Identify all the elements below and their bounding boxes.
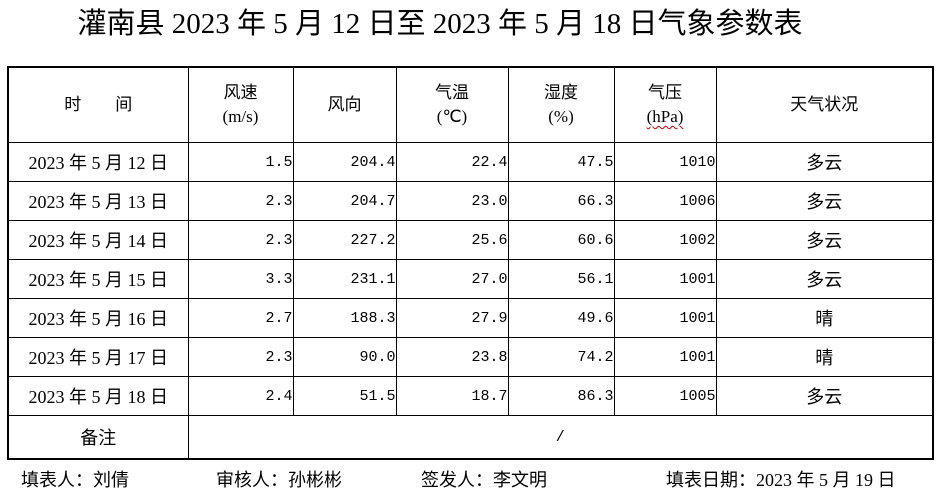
- cell-wind-speed: 2.3: [187, 220, 294, 260]
- cell-wind-speed: 2.3: [187, 337, 294, 377]
- cell-pressure: 1005: [613, 376, 717, 416]
- filled-by: 填表人：刘倩: [21, 470, 129, 490]
- weather-table: 时 间 风速 (m/s) 风向 气温 (℃) 湿度 (%) 气压 (hPa): [7, 66, 934, 460]
- header-humidity-unit: (%): [548, 107, 574, 126]
- fill-date: 填表日期：2023 年 5 月 19 日: [666, 470, 896, 490]
- cell-temperature: 23.0: [395, 181, 509, 221]
- header-temperature-unit: (℃): [436, 107, 468, 126]
- cell-temperature: 27.0: [395, 259, 509, 299]
- cell-temperature: 23.8: [395, 337, 509, 377]
- cell-weather: 多云: [715, 181, 934, 221]
- cell-weather: 多云: [715, 142, 934, 182]
- cell-humidity: 47.5: [507, 142, 615, 182]
- cell-wind-direction: 188.3: [292, 298, 397, 338]
- cell-date: 2023 年 5 月 14 日: [7, 220, 189, 260]
- header-time-label: 时 间: [64, 95, 133, 115]
- cell-wind-speed: 3.3: [187, 259, 294, 299]
- cell-wind-direction: 231.1: [292, 259, 397, 299]
- header-temperature-label: 气温: [435, 83, 469, 103]
- header-humidity-label: 湿度: [544, 83, 578, 103]
- header-wind-speed-label: 风速: [223, 83, 258, 103]
- cell-wind-speed: 2.7: [187, 298, 294, 338]
- issued-by: 签发人：李文明: [421, 470, 547, 490]
- cell-pressure: 1006: [613, 181, 717, 221]
- cell-wind-direction: 51.5: [292, 376, 397, 416]
- remark-row: 备注 /: [7, 415, 934, 460]
- cell-humidity: 49.6: [507, 298, 615, 338]
- cell-wind-speed: 2.3: [187, 181, 294, 221]
- header-pressure-label: 气压: [648, 83, 682, 103]
- table-row: 2023 年 5 月 12 日 1.5 204.4 22.4 47.5 1010…: [7, 142, 934, 182]
- cell-pressure: 1001: [613, 259, 717, 299]
- cell-pressure: 1001: [613, 337, 717, 377]
- header-pressure: 气压 (hPa): [613, 66, 717, 143]
- cell-date: 2023 年 5 月 17 日: [7, 337, 189, 377]
- reviewed-by: 审核人：孙彬彬: [216, 470, 342, 490]
- table-row: 2023 年 5 月 14 日 2.3 227.2 25.6 60.6 1002…: [7, 220, 934, 260]
- cell-temperature: 18.7: [395, 376, 509, 416]
- cell-weather: 多云: [715, 259, 934, 299]
- cell-weather: 晴: [715, 298, 934, 338]
- cell-pressure: 1002: [613, 220, 717, 260]
- cell-weather: 晴: [715, 337, 934, 377]
- cell-humidity: 56.1: [507, 259, 615, 299]
- signature-footer: 填表人：刘倩 审核人：孙彬彬 签发人：李文明 填表日期：2023 年 5 月 1…: [0, 463, 941, 493]
- header-weather-condition: 天气状况: [715, 66, 934, 143]
- header-time: 时 间: [7, 66, 189, 143]
- cell-humidity: 60.6: [507, 220, 615, 260]
- cell-wind-speed: 1.5: [187, 142, 294, 182]
- header-wind-direction-label: 风向: [327, 95, 362, 115]
- cell-weather: 多云: [715, 220, 934, 260]
- header-weather-condition-label: 天气状况: [790, 95, 859, 115]
- cell-pressure: 1001: [613, 298, 717, 338]
- cell-wind-direction: 204.7: [292, 181, 397, 221]
- header-wind-speed: 风速 (m/s): [187, 66, 294, 143]
- header-temperature: 气温 (℃): [395, 66, 509, 143]
- page-title: 灌南县 2023 年 5 月 12 日至 2023 年 5 月 18 日气象参数…: [77, 8, 803, 40]
- cell-wind-speed: 2.4: [187, 376, 294, 416]
- cell-wind-direction: 227.2: [292, 220, 397, 260]
- cell-temperature: 27.9: [395, 298, 509, 338]
- cell-date: 2023 年 5 月 16 日: [7, 298, 189, 338]
- remark-value: /: [187, 415, 934, 460]
- spellcheck-squiggle: (hPa): [646, 107, 684, 126]
- header-humidity: 湿度 (%): [507, 66, 615, 143]
- cell-wind-direction: 204.4: [292, 142, 397, 182]
- cell-temperature: 22.4: [395, 142, 509, 182]
- cell-weather: 多云: [715, 376, 934, 416]
- cell-temperature: 25.6: [395, 220, 509, 260]
- header-wind-speed-unit: (m/s): [222, 107, 259, 126]
- cell-pressure: 1010: [613, 142, 717, 182]
- header-pressure-unit: (hPa): [615, 105, 715, 129]
- header-wind-direction: 风向: [292, 66, 397, 143]
- cell-date: 2023 年 5 月 13 日: [7, 181, 189, 221]
- cell-date: 2023 年 5 月 12 日: [7, 142, 189, 182]
- cell-wind-direction: 90.0: [292, 337, 397, 377]
- table-row: 2023 年 5 月 15 日 3.3 231.1 27.0 56.1 1001…: [7, 259, 934, 299]
- cell-date: 2023 年 5 月 18 日: [7, 376, 189, 416]
- table-row: 2023 年 5 月 16 日 2.7 188.3 27.9 49.6 1001…: [7, 298, 934, 338]
- table-row: 2023 年 5 月 17 日 2.3 90.0 23.8 74.2 1001 …: [7, 337, 934, 377]
- cell-humidity: 74.2: [507, 337, 615, 377]
- cell-date: 2023 年 5 月 15 日: [7, 259, 189, 299]
- table-header-row: 时 间 风速 (m/s) 风向 气温 (℃) 湿度 (%) 气压 (hPa): [7, 66, 934, 143]
- table-row: 2023 年 5 月 13 日 2.3 204.7 23.0 66.3 1006…: [7, 181, 934, 221]
- cell-humidity: 86.3: [507, 376, 615, 416]
- remark-label: 备注: [7, 415, 189, 460]
- table-row: 2023 年 5 月 18 日 2.4 51.5 18.7 86.3 1005 …: [7, 376, 934, 416]
- cell-humidity: 66.3: [507, 181, 615, 221]
